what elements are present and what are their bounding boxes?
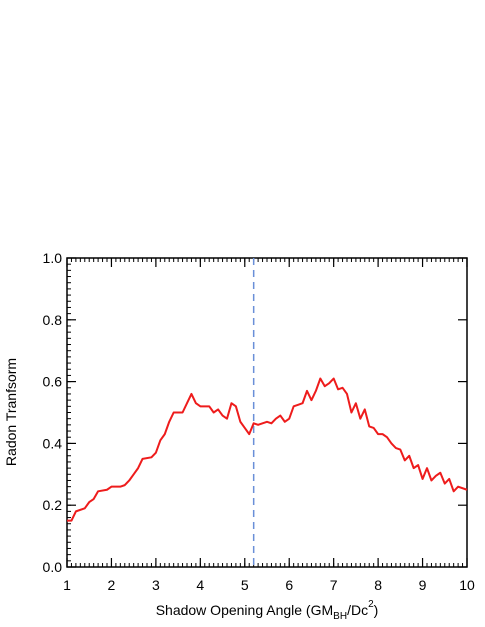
x-tick-label: 10 — [459, 577, 475, 593]
y-tick-label: 0.0 — [43, 559, 63, 575]
y-axis-label: Radon Tranfsorm — [3, 358, 19, 466]
x-tick-label: 6 — [285, 577, 293, 593]
x-tick-label: 1 — [63, 577, 71, 593]
y-tick-label: 0.4 — [43, 435, 63, 451]
x-tick-label: 8 — [374, 577, 382, 593]
y-tick-label: 0.6 — [43, 374, 63, 390]
x-label-part: /Dc — [347, 602, 368, 618]
x-axis-label: Shadow Opening Angle (GMBH/Dc2) — [156, 599, 379, 622]
x-tick-label: 3 — [152, 577, 160, 593]
x-tick-label: 2 — [108, 577, 116, 593]
x-tick-label: 9 — [419, 577, 427, 593]
x-label-part: ) — [374, 602, 379, 618]
x-tick-label: 7 — [330, 577, 338, 593]
x-label-sub: BH — [333, 611, 347, 622]
x-tick-label: 4 — [196, 577, 204, 593]
y-tick-label: 0.2 — [43, 497, 63, 513]
y-tick-label: 1.0 — [43, 250, 63, 266]
data-line — [67, 377, 468, 522]
x-label-part: Shadow Opening Angle (GM — [156, 602, 333, 618]
y-tick-label: 0.8 — [43, 312, 63, 328]
x-label-sup: 2 — [368, 599, 374, 610]
x-tick-label: 5 — [241, 577, 249, 593]
plot-frame — [66, 257, 468, 568]
